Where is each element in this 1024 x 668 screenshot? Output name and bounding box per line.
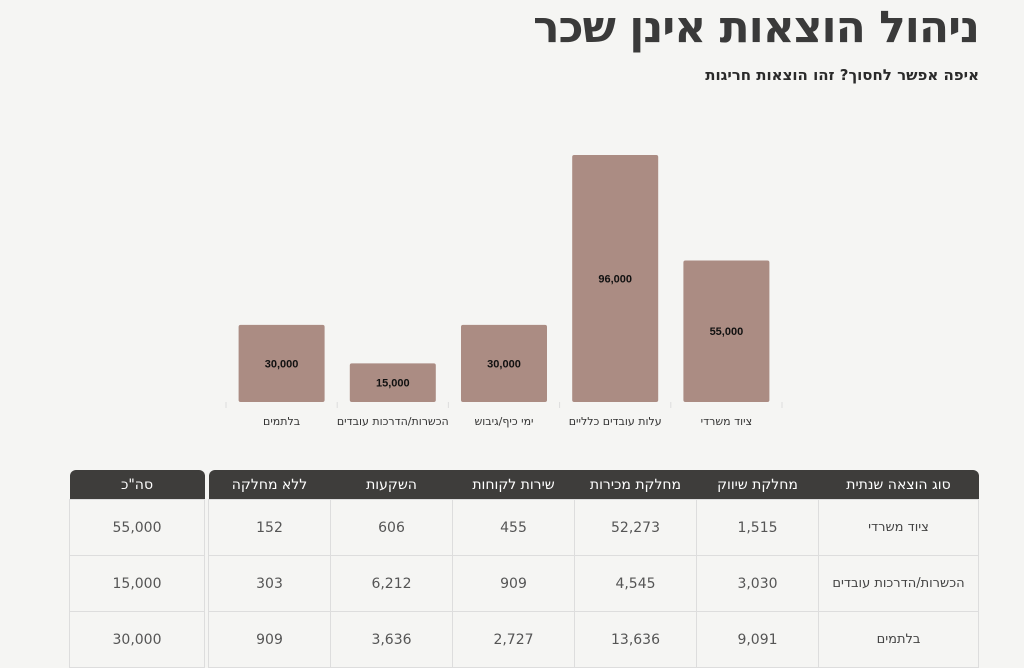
- table-cell: 2,727: [452, 611, 575, 668]
- bar: [572, 155, 659, 402]
- table-header-row: סוג הוצאה שנתית מחלקת שיווק מחלקת מכירות…: [208, 470, 979, 500]
- row-label: ציוד משרדי: [818, 499, 979, 556]
- category-label: ציוד משרדי: [701, 415, 752, 428]
- bar: [683, 260, 770, 402]
- total-cell: 15,000: [69, 555, 205, 612]
- header-no-department: ללא מחלקה: [208, 470, 331, 500]
- row-label: בלתמים: [818, 611, 979, 668]
- total-cell: 55,000: [69, 499, 205, 556]
- category-label: הכשרות/הדרכות עובדים: [337, 415, 449, 428]
- category-label: עלות עובדים כלליים: [569, 415, 662, 428]
- bar-value-label: 15,000: [376, 378, 410, 390]
- expense-table: סוג הוצאה שנתית מחלקת שיווק מחלקת מכירות…: [208, 470, 979, 668]
- row-label: הכשרות/הדרכות עובדים: [818, 555, 979, 612]
- bar: [349, 363, 436, 402]
- table-cell: 6,212: [330, 555, 453, 612]
- table-cell: 3,636: [330, 611, 453, 668]
- table-cell: 3,030: [696, 555, 819, 612]
- table-row: 30,000: [69, 611, 205, 668]
- table-cell: 909: [208, 611, 331, 668]
- table-cell: 52,273: [574, 499, 697, 556]
- table-row: ציוד משרדי 1,515 52,273 455 606 152: [208, 499, 979, 556]
- table-cell: 455: [452, 499, 575, 556]
- table-cell: 9,091: [696, 611, 819, 668]
- header-sales: מחלקת מכירות: [574, 470, 697, 500]
- header-investments: השקעות: [330, 470, 453, 500]
- category-label: ימי כיף/גיבוש: [474, 415, 533, 428]
- bar-value-label: 30,000: [265, 358, 299, 370]
- total-header-row: סה"כ: [69, 470, 205, 500]
- table-cell: 1,515: [696, 499, 819, 556]
- bar: [461, 324, 547, 402]
- bar: [238, 324, 325, 402]
- bar-value-label: 30,000: [487, 358, 521, 370]
- table-cell: 13,636: [574, 611, 697, 668]
- table-row: הכשרות/הדרכות עובדים 3,030 4,545 909 6,2…: [208, 555, 979, 612]
- table-row: 55,000: [69, 499, 205, 556]
- page-subtitle: איפה אפשר לחסוך? זהו הוצאות חריגות: [705, 66, 979, 84]
- table-cell: 4,545: [574, 555, 697, 612]
- table-row: 15,000: [69, 555, 205, 612]
- table-cell: 303: [208, 555, 331, 612]
- bar-value-label: 96,000: [598, 274, 632, 286]
- header-expense-type: סוג הוצאה שנתית: [818, 470, 979, 500]
- table-cell: 606: [330, 499, 453, 556]
- header-marketing: מחלקת שיווק: [696, 470, 819, 500]
- table-cell: 909: [452, 555, 575, 612]
- page-title: ניהול הוצאות אינן שכר: [533, 2, 980, 53]
- total-table: סה"כ 55,000 15,000 30,000: [69, 470, 205, 668]
- category-label: בלתמים: [263, 415, 300, 428]
- table-row: בלתמים 9,091 13,636 2,727 3,636 909: [208, 611, 979, 668]
- total-cell: 30,000: [69, 611, 205, 668]
- table-cell: 152: [208, 499, 331, 556]
- bar-chart: 55,000 ציוד משרדי 96,000 עלות עובדים כלליים…: [225, 155, 783, 428]
- bar-value-label: 55,000: [710, 326, 744, 338]
- header-total: סה"כ: [69, 470, 205, 500]
- header-customer-service: שירות לקוחות: [452, 470, 575, 500]
